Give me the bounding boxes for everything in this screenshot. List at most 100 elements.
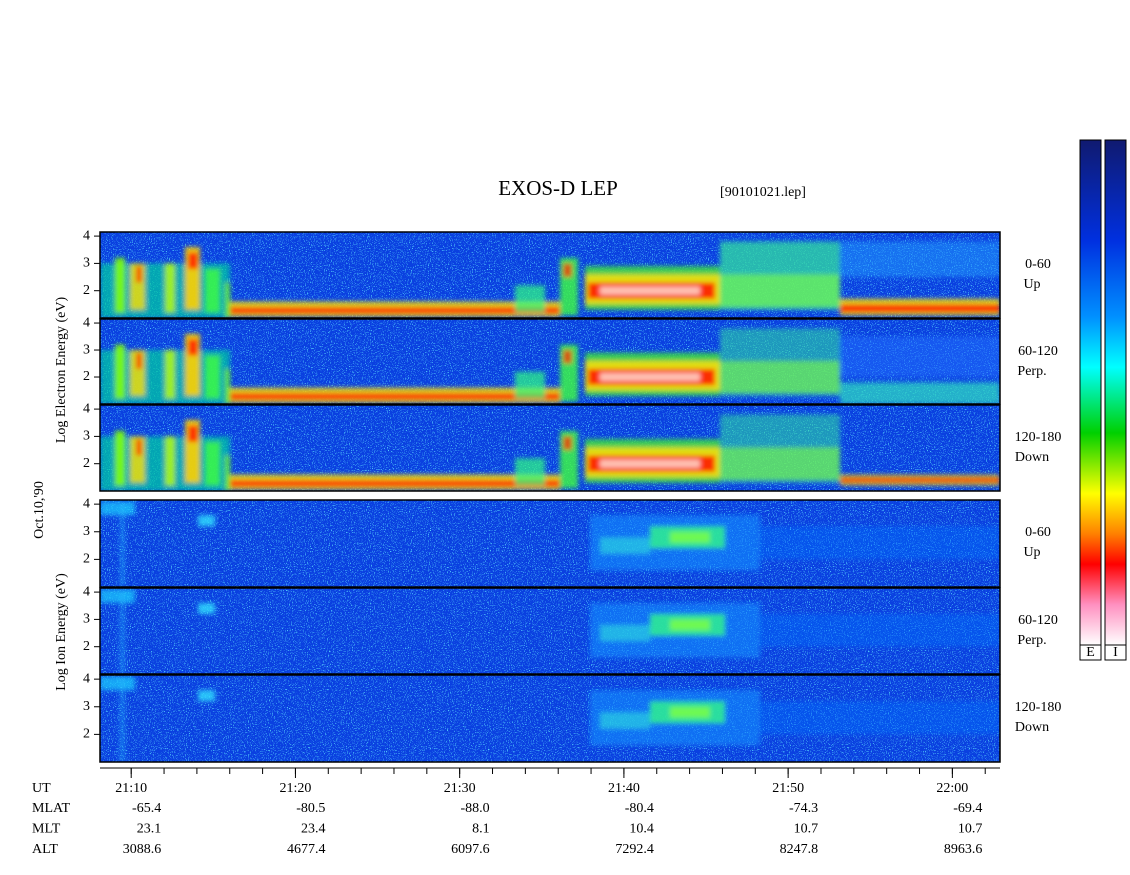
feature xyxy=(515,371,545,399)
panel-frame xyxy=(99,231,1001,319)
y-tick-label: 3 xyxy=(83,612,90,627)
y-tick-label: 2 xyxy=(83,639,90,654)
feature xyxy=(600,459,700,468)
feature xyxy=(165,436,175,486)
y-tick-label: 4 xyxy=(83,496,90,511)
feature xyxy=(136,266,142,283)
feature xyxy=(120,679,125,762)
color-bar xyxy=(1104,139,1127,646)
panel-frame xyxy=(99,674,1001,763)
ion-axis-label: Log Ion Energy (eV) xyxy=(54,573,69,691)
x-tick-label: 21:20 xyxy=(279,781,311,796)
ephemeris-value: 23.1 xyxy=(137,822,162,837)
features xyxy=(100,676,1000,762)
feature xyxy=(225,282,230,318)
feature xyxy=(205,268,220,313)
feature xyxy=(198,515,215,527)
color-bar xyxy=(1079,139,1102,646)
feature xyxy=(720,447,840,481)
ephemeris-value: 10.4 xyxy=(629,822,654,837)
panel-frame xyxy=(99,318,1001,405)
feature xyxy=(840,304,1000,313)
feature xyxy=(600,372,700,382)
direction-label: Down xyxy=(1015,720,1049,735)
ephemeris-value: -80.4 xyxy=(625,801,654,816)
feature xyxy=(198,603,215,614)
color-bar-label-box xyxy=(1104,644,1127,661)
feature xyxy=(515,285,545,313)
features xyxy=(100,241,1000,318)
feature xyxy=(670,619,710,631)
feature xyxy=(120,504,125,587)
features xyxy=(100,501,1000,587)
panels: 2 3 4 0-60 Up 2 3 4 60-120 Perp. 2 3 4 120-180 Down 2 3 4… xyxy=(83,228,1062,763)
feature xyxy=(100,589,135,604)
y-tick-label: 4 xyxy=(83,401,90,416)
x-tick-label: 22:00 xyxy=(936,781,968,796)
direction-label: Up xyxy=(1023,545,1040,560)
y-tick-label: 3 xyxy=(83,699,90,714)
feature xyxy=(205,441,220,486)
x-tick-label: 21:10 xyxy=(115,781,147,796)
y-tick-label: 3 xyxy=(83,342,90,357)
feature xyxy=(670,706,710,718)
direction-label: Down xyxy=(1015,450,1049,465)
feature xyxy=(600,712,650,729)
feature xyxy=(165,263,175,313)
feature xyxy=(100,501,135,516)
x-tick-label: 21:40 xyxy=(608,781,640,796)
title: EXOS-D LEP xyxy=(498,176,618,200)
features xyxy=(100,589,1000,674)
feature xyxy=(760,701,1000,735)
feature xyxy=(115,344,125,399)
electron-axis-label: Log Electron Energy (eV) xyxy=(54,297,69,444)
ephemeris-value: 10.7 xyxy=(794,822,819,837)
y-tick-label: 2 xyxy=(83,283,90,298)
feature xyxy=(225,368,230,404)
feature xyxy=(198,690,215,702)
ephemeris-value: -88.0 xyxy=(460,801,489,816)
spectrogram xyxy=(100,319,1000,404)
panel-frame xyxy=(99,404,1001,492)
file-name: [90101021.lep] xyxy=(720,185,806,200)
ephemeris-value: 3088.6 xyxy=(123,842,162,857)
feature xyxy=(188,425,198,442)
ephemeris-value: 4677.4 xyxy=(287,842,326,857)
spectrogram xyxy=(100,675,1000,762)
ephemeris-value: 8963.6 xyxy=(944,842,983,857)
color-bar-label: I xyxy=(1113,645,1118,660)
y-tick-label: 2 xyxy=(83,552,90,567)
ephemeris-value: -65.4 xyxy=(132,801,161,816)
ephemeris-value: 10.7 xyxy=(958,822,983,837)
feature xyxy=(115,257,125,313)
feature xyxy=(670,531,710,543)
ephemeris-value: -69.4 xyxy=(953,801,982,816)
ephemeris-name: ALT xyxy=(32,842,58,857)
ephemeris-value: 7292.4 xyxy=(615,842,654,857)
time-axis: UT 21:10 21:20 21:30 21:40 21:50 22:00 MLAT -65.… xyxy=(32,767,1000,857)
feature xyxy=(225,455,230,491)
color-bar-label: E xyxy=(1086,645,1095,660)
feature xyxy=(760,613,1000,647)
pitch-label: 0-60 xyxy=(1025,257,1051,272)
pitch-label: 0-60 xyxy=(1025,525,1051,540)
direction-label: Perp. xyxy=(1017,364,1046,379)
feature xyxy=(230,480,560,487)
ephemeris-name: MLT xyxy=(32,822,61,837)
spectrogram xyxy=(100,588,1000,674)
feature xyxy=(205,355,220,399)
feature xyxy=(100,676,135,691)
y-tick-label: 3 xyxy=(83,256,90,271)
feature xyxy=(188,252,198,269)
feature xyxy=(165,350,175,399)
ephemeris-value: -74.3 xyxy=(789,801,818,816)
ephemeris-value: 23.4 xyxy=(301,822,326,837)
y-tick-label: 4 xyxy=(83,228,90,243)
spectrogram xyxy=(100,232,1000,318)
feature xyxy=(600,537,650,554)
features xyxy=(100,414,1000,491)
ephemeris-value: 6097.6 xyxy=(451,842,490,857)
feature xyxy=(120,592,125,674)
pitch-label: 120-180 xyxy=(1015,700,1062,715)
